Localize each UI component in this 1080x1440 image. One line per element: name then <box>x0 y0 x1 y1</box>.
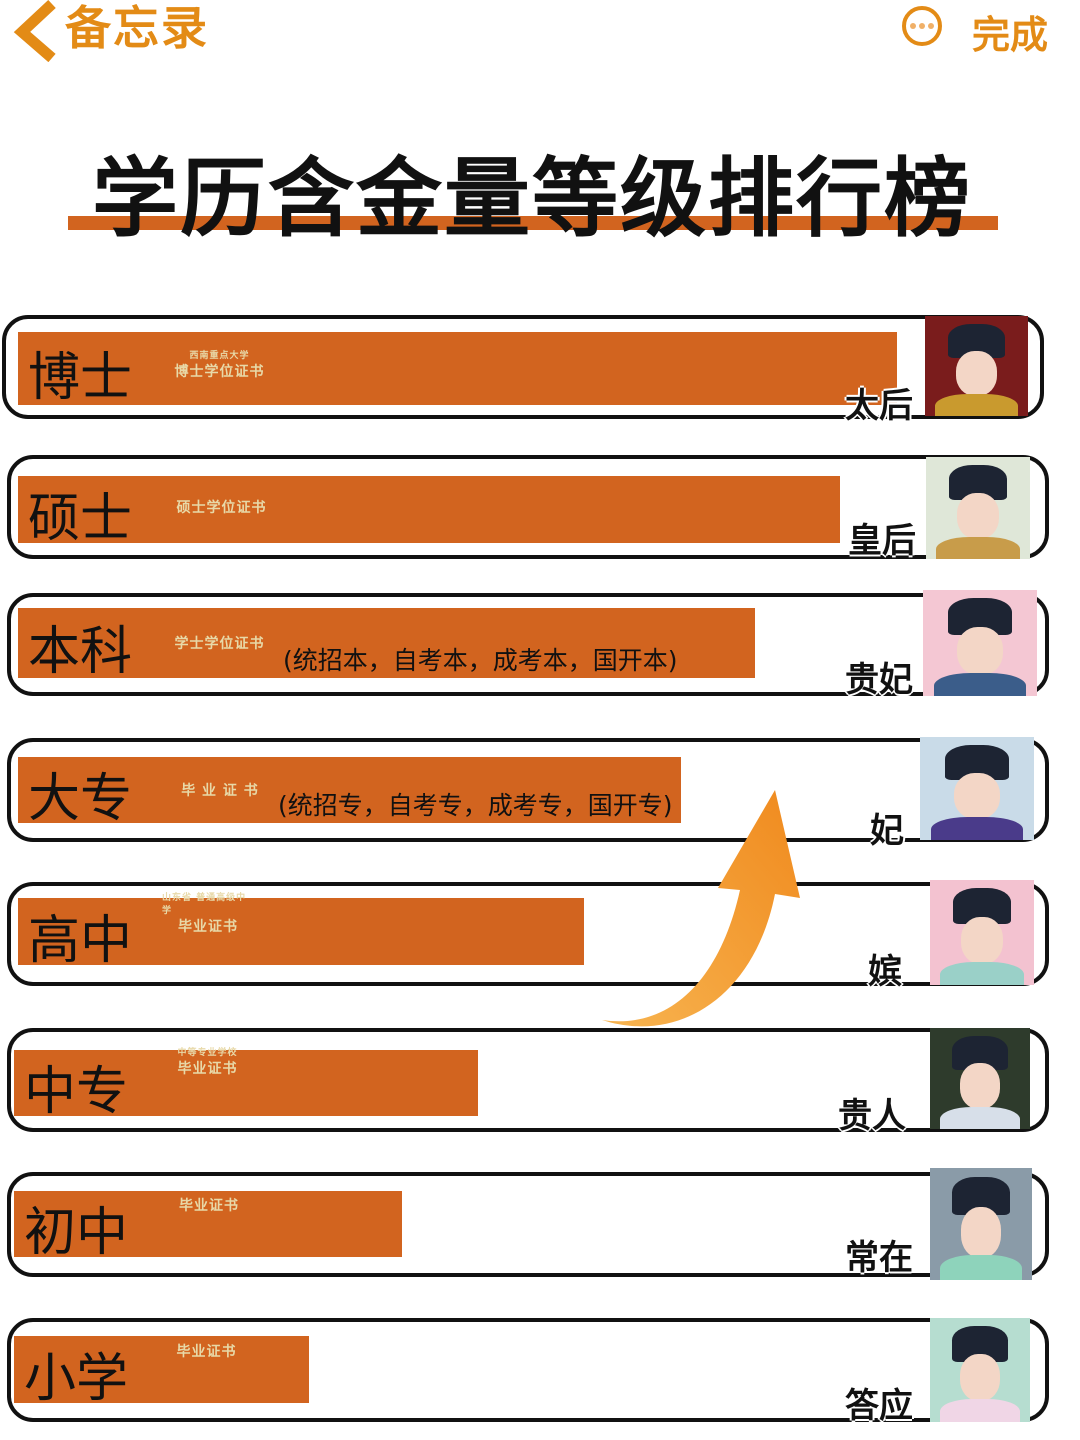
portrait-image <box>926 457 1030 559</box>
dot <box>919 23 925 29</box>
portrait-image <box>925 316 1028 416</box>
robe <box>940 961 1024 985</box>
education-level-label: 高中 <box>28 910 133 971</box>
portrait-image <box>930 880 1034 985</box>
rank-title: 贵人 <box>838 1096 906 1136</box>
face <box>955 351 998 396</box>
certificate-image: 中等专业学校毕业证书 <box>160 998 255 1125</box>
dot <box>928 23 934 29</box>
back-button[interactable]: 备忘录 <box>8 0 209 62</box>
more-options-button[interactable] <box>902 6 942 46</box>
certificate-title: 毕业证书 <box>179 1198 239 1214</box>
level-note: (统招专，自考专，成考专，国开专) <box>278 791 673 820</box>
certificate-image: 毕业证书 <box>157 1282 256 1420</box>
rank-title: 妃 <box>870 811 904 851</box>
rank-title: 贵妃 <box>845 660 913 700</box>
certificate-image: 毕 业 证 书 <box>157 745 283 835</box>
more-circle-icon <box>910 23 916 29</box>
row-frame <box>7 1172 1049 1277</box>
education-level-label: 大专 <box>28 769 133 829</box>
certificate-title: 硕士学位证书 <box>176 499 267 516</box>
certificate-title: 毕业证书 <box>177 1061 238 1077</box>
robe <box>940 1106 1020 1129</box>
certificate-header: 山东省 普通高级中学 <box>162 892 247 916</box>
certificate-image: 硕士学位证书 <box>153 453 290 560</box>
education-level-label: 硕士 <box>28 488 133 549</box>
education-level-label: 中专 <box>24 1062 129 1122</box>
certificate-header: 西南重点大学 <box>189 350 250 361</box>
education-level-label: 初中 <box>24 1203 129 1263</box>
level-bar <box>18 898 584 965</box>
certificate-image: 山东省 普通高级中学毕业证书 <box>162 847 254 978</box>
robe <box>936 536 1020 559</box>
level-note: (统招本，自考本，成考本，国开本) <box>283 646 678 675</box>
portrait-image <box>930 1028 1030 1129</box>
certificate-title: 毕业证书 <box>178 918 238 935</box>
rank-title: 常在 <box>845 1238 913 1278</box>
robe <box>940 1255 1022 1280</box>
face <box>961 916 1003 964</box>
level-bar <box>18 608 755 678</box>
robe <box>940 1399 1020 1422</box>
top-bar: 备忘录 完成 <box>0 0 1080 70</box>
level-bar <box>14 1050 478 1116</box>
certificate-title: 毕 业 证 书 <box>181 783 259 799</box>
face <box>960 1354 1000 1402</box>
level-bar <box>18 476 840 543</box>
certificate-image: 毕业证书 <box>157 1139 261 1271</box>
portrait-image <box>930 1318 1030 1422</box>
rank-title: 答应 <box>845 1386 913 1426</box>
done-button[interactable]: 完成 <box>972 12 1049 57</box>
rank-title: 嫔 <box>868 952 902 992</box>
certificate-title: 博士学位证书 <box>174 363 265 380</box>
robe <box>931 817 1023 840</box>
certificate-header: 中等专业学校 <box>177 1048 238 1058</box>
portrait-image <box>923 590 1037 696</box>
face <box>957 492 999 539</box>
education-level-label: 小学 <box>24 1348 129 1409</box>
robe <box>934 672 1026 696</box>
certificate-title: 毕业证书 <box>176 1344 237 1360</box>
portrait-image <box>930 1168 1032 1280</box>
level-bar <box>18 332 897 405</box>
level-bar <box>14 1191 402 1257</box>
up-arrow-icon <box>602 790 800 1027</box>
certificate-image: 学士学位证书 <box>157 595 282 690</box>
title-underline <box>68 216 998 230</box>
level-bar <box>14 1336 309 1403</box>
chevron-left-icon <box>13 0 56 62</box>
certificate-image: 西南重点大学博士学位证书 <box>155 318 284 410</box>
face <box>954 773 1000 820</box>
page-title: 学历含金量等级排行榜 <box>92 149 972 249</box>
rank-title: 皇后 <box>848 521 916 561</box>
portrait-image <box>920 737 1034 840</box>
level-bar <box>18 757 681 823</box>
face <box>957 627 1003 675</box>
rank-title: 太后 <box>845 386 913 426</box>
face <box>960 1207 1002 1258</box>
back-label: 备忘录 <box>65 1 209 55</box>
education-level-label: 本科 <box>28 622 133 682</box>
education-level-label: 博士 <box>28 347 133 408</box>
robe <box>935 394 1018 416</box>
face <box>960 1063 1000 1109</box>
certificate-title: 学士学位证书 <box>174 635 265 652</box>
